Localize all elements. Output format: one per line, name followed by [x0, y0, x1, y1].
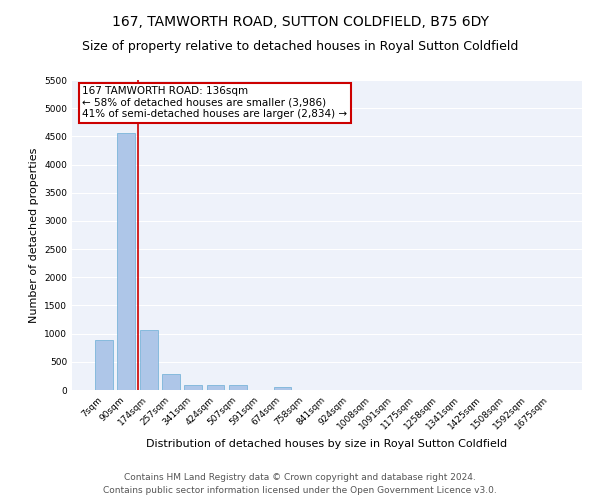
X-axis label: Distribution of detached houses by size in Royal Sutton Coldfield: Distribution of detached houses by size …	[146, 440, 508, 450]
Text: 167, TAMWORTH ROAD, SUTTON COLDFIELD, B75 6DY: 167, TAMWORTH ROAD, SUTTON COLDFIELD, B7…	[112, 15, 488, 29]
Bar	[140, 330, 158, 390]
Text: 167 TAMWORTH ROAD: 136sqm
← 58% of detached houses are smaller (3,986)
41% of se: 167 TAMWORTH ROAD: 136sqm ← 58% of detac…	[82, 86, 347, 120]
Bar	[274, 387, 292, 390]
Text: Size of property relative to detached houses in Royal Sutton Coldfield: Size of property relative to detached ho…	[82, 40, 518, 53]
Bar	[162, 374, 180, 390]
Bar	[229, 386, 247, 390]
Bar	[206, 386, 224, 390]
Text: Contains HM Land Registry data © Crown copyright and database right 2024.
Contai: Contains HM Land Registry data © Crown c…	[103, 473, 497, 495]
Bar	[95, 340, 113, 390]
Bar	[184, 385, 202, 390]
Bar	[118, 133, 136, 390]
Y-axis label: Number of detached properties: Number of detached properties	[29, 148, 38, 322]
